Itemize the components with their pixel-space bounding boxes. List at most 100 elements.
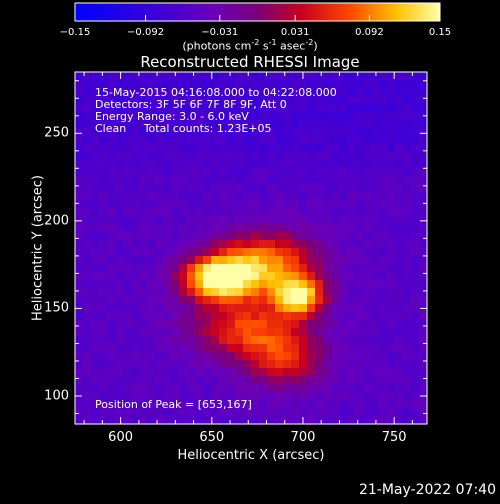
heatmap-cell	[347, 96, 356, 105]
heatmap-cell	[347, 384, 356, 393]
heatmap-cell	[91, 216, 100, 225]
heatmap-cell	[307, 192, 316, 201]
heatmap-cell	[339, 320, 348, 329]
heatmap-cell	[347, 168, 356, 177]
heatmap-cell	[395, 368, 404, 377]
heatmap-cell	[147, 376, 156, 385]
heatmap-cell	[171, 256, 180, 265]
heatmap-cell	[155, 248, 164, 257]
heatmap-cell	[107, 136, 116, 145]
heatmap-cell	[147, 360, 156, 369]
heatmap-cell	[211, 352, 220, 361]
heatmap-cell	[179, 400, 188, 409]
heatmap-cell	[187, 264, 196, 273]
heatmap-cell	[315, 160, 324, 169]
heatmap-cell	[307, 176, 316, 185]
heatmap-cell	[75, 160, 84, 169]
heatmap-cell	[339, 160, 348, 169]
plot-frame	[74, 71, 428, 425]
heatmap-cell	[171, 296, 180, 305]
heatmap-cell	[315, 136, 324, 145]
heatmap-cell	[411, 72, 420, 81]
heatmap-cell	[275, 128, 284, 137]
heatmap-cell	[203, 384, 212, 393]
heatmap-cell	[123, 208, 132, 217]
heatmap-cell	[107, 328, 116, 337]
heatmap-cell	[99, 272, 108, 281]
heatmap-cell	[259, 264, 268, 273]
heatmap-cell	[403, 368, 412, 377]
heatmap-cell	[83, 224, 92, 233]
heatmap-cell	[251, 144, 260, 153]
heatmap-cell	[235, 256, 244, 265]
heatmap-cell	[323, 112, 332, 121]
heatmap-cell	[259, 352, 268, 361]
heatmap-cell	[83, 360, 92, 369]
heatmap-cell	[99, 176, 108, 185]
heatmap-cell	[179, 368, 188, 377]
heatmap-cell	[363, 184, 372, 193]
heatmap-cell	[187, 408, 196, 417]
heatmap-cell	[211, 216, 220, 225]
heatmap-cell	[171, 344, 180, 353]
heatmap-cell	[171, 192, 180, 201]
heatmap-cell	[131, 408, 140, 417]
heatmap-cell	[307, 160, 316, 169]
heatmap-cell	[419, 112, 428, 121]
heatmap-cell	[419, 232, 428, 241]
heatmap-cell	[355, 72, 364, 81]
heatmap-cell	[219, 376, 228, 385]
heatmap-cell	[83, 72, 92, 81]
heatmap-cell	[203, 248, 212, 257]
heatmap-cell	[331, 216, 340, 225]
heatmap-cell	[147, 368, 156, 377]
heatmap-cell	[211, 392, 220, 401]
heatmap-cell	[147, 384, 156, 393]
heatmap-cell	[219, 200, 228, 209]
chart-title: Reconstructed RHESSI Image	[140, 53, 360, 71]
heatmap-cell	[267, 224, 276, 233]
heatmap-cell	[379, 248, 388, 257]
heatmap-cell	[259, 320, 268, 329]
heatmap-cell	[363, 408, 372, 417]
heatmap-cell	[323, 184, 332, 193]
heatmap-cell	[131, 288, 140, 297]
heatmap-cell	[107, 176, 116, 185]
heatmap-cell	[99, 128, 108, 137]
colorbar	[74, 2, 441, 22]
heatmap-cell	[83, 136, 92, 145]
heatmap-cell	[379, 240, 388, 249]
heatmap-cell	[299, 384, 308, 393]
heatmap-cell	[355, 120, 364, 129]
heatmap-cell	[339, 304, 348, 313]
heatmap-cell	[107, 312, 116, 321]
heatmap-cell	[267, 272, 276, 281]
heatmap-cell	[267, 256, 276, 265]
heatmap-cell	[235, 224, 244, 233]
heatmap-cell	[195, 392, 204, 401]
heatmap-cell	[267, 104, 276, 113]
heatmap-cell	[403, 120, 412, 129]
heatmap-cell	[131, 360, 140, 369]
heatmap-cell	[235, 280, 244, 289]
heatmap-cell	[235, 144, 244, 153]
heatmap-cell	[75, 248, 84, 257]
heatmap-cell	[419, 408, 428, 417]
heatmap-cell	[315, 296, 324, 305]
heatmap-cell	[323, 352, 332, 361]
heatmap-cell	[139, 216, 148, 225]
heatmap-cell	[251, 336, 260, 345]
heatmap-cell	[331, 192, 340, 201]
heatmap-cell	[283, 136, 292, 145]
heatmap-cell	[355, 96, 364, 105]
heatmap-cell	[179, 120, 188, 129]
heatmap-cell	[363, 168, 372, 177]
heatmap-cell	[395, 200, 404, 209]
heatmap-cell	[275, 400, 284, 409]
heatmap-cell	[171, 328, 180, 337]
heatmap-cell	[75, 312, 84, 321]
heatmap-cell	[147, 176, 156, 185]
heatmap-cell	[395, 240, 404, 249]
heatmap-cell	[243, 264, 252, 273]
heatmap-cell	[267, 280, 276, 289]
